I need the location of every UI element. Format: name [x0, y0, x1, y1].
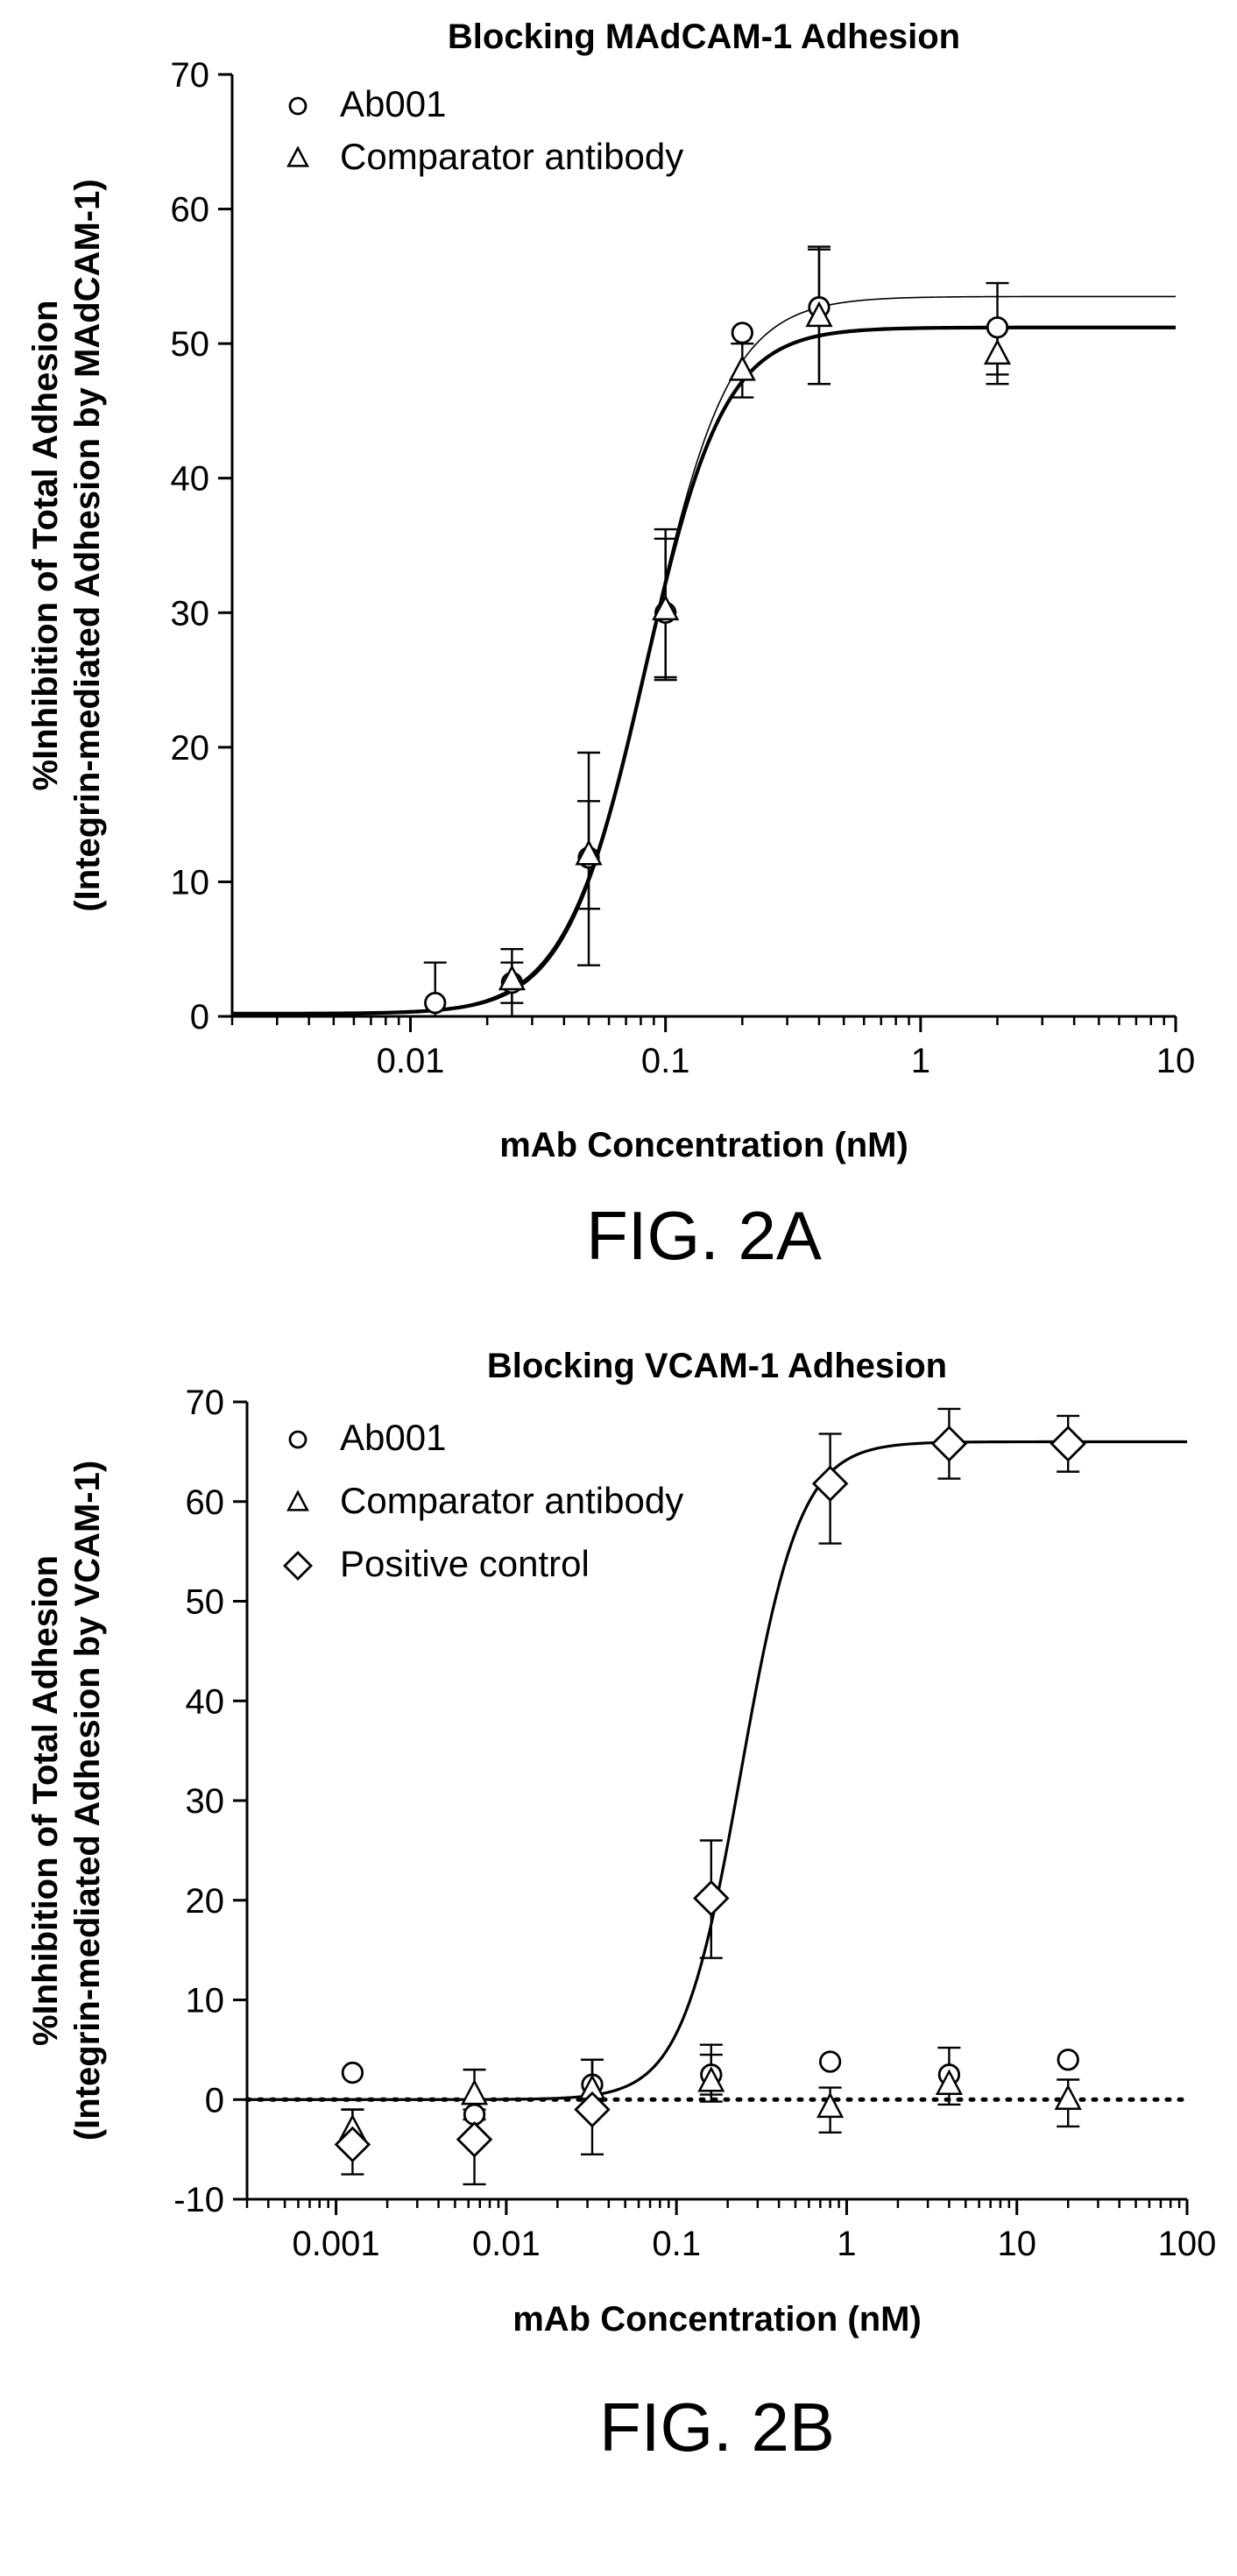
x-tick-label: 0.1: [652, 2225, 701, 2263]
legend-marker-circle: [288, 96, 307, 116]
x-tick-label: 1: [837, 2225, 856, 2263]
y-tick-label: 70: [186, 1384, 225, 1422]
data-point-triangle: [575, 839, 603, 866]
chart-title: Blocking VCAM-1 Adhesion: [487, 1347, 947, 1385]
data-point-triangle: [728, 355, 756, 381]
y-tick-label: 20: [186, 1882, 225, 1921]
x-tick-label: 1: [911, 1042, 930, 1080]
y-axis-label-line1: %Inhibition of Total Adhesion: [26, 301, 65, 791]
chart-madcam: Blocking MAdCAM-1 Adhesion mAb Concentrat…: [26, 18, 1195, 1274]
data-point-triangle: [652, 594, 680, 620]
legend-label: Comparator antibody: [340, 1480, 683, 1521]
x-tick-label: 0.001: [293, 2225, 380, 2263]
data-point-diamond: [811, 1465, 849, 1503]
x-axis-label: mAb Concentration (nM): [512, 2300, 922, 2339]
y-tick-label: 50: [171, 325, 210, 364]
x-axis-label: mAb Concentration (nM): [499, 1126, 908, 1164]
data-point-triangle: [460, 2078, 489, 2105]
data-point-triangle: [1054, 2084, 1082, 2110]
y-tick-label: 60: [186, 1483, 225, 1522]
x-tick-label: 10: [997, 2225, 1036, 2263]
y-axis-label-line2: (Integrin-mediated Adhesion by VCAM-1): [68, 1461, 107, 2141]
fit-curve-series-0: [231, 295, 1177, 1015]
data-point-circle: [424, 991, 447, 1015]
data-point-triangle: [983, 338, 1012, 365]
data-point-circle: [818, 2050, 842, 2073]
fit-curve-series-2: [247, 1440, 1187, 2101]
data-point-triangle: [697, 2066, 725, 2092]
y-tick-label: 10: [171, 863, 210, 902]
data-point-diamond: [456, 2121, 493, 2158]
data-point-diamond: [1050, 1426, 1086, 1462]
y-tick-label: 40: [171, 460, 210, 499]
data-point-circle: [986, 316, 1009, 339]
legend-label: Positive control: [340, 1543, 590, 1584]
y-tick-label: 70: [171, 56, 210, 95]
data-point-circle: [1057, 2049, 1079, 2071]
y-tick-label: 50: [186, 1583, 225, 1622]
x-tick-label: 10: [1156, 1042, 1196, 1080]
data-point-diamond: [693, 1879, 730, 1917]
figure-label: FIG. 2A: [586, 1197, 822, 1274]
legend-label: Ab001: [340, 83, 446, 124]
chart-vcam: Blocking VCAM-1 Adhesion mAb Concentratio…: [26, 1347, 1216, 2466]
y-tick-label: 30: [186, 1782, 225, 1821]
y-tick-label: 40: [186, 1682, 225, 1721]
legend-label: Ab001: [340, 1417, 446, 1458]
data-point-diamond: [574, 2091, 611, 2128]
legend-marker-circle: [288, 1430, 307, 1449]
legend-marker-diamond: [283, 1551, 313, 1581]
data-point-triangle: [935, 2069, 963, 2095]
y-tick-label: 0: [190, 998, 209, 1037]
y-axis-label-line1: %Inhibition of Total Adhesion: [26, 1555, 65, 2046]
data-point-circle: [731, 322, 753, 344]
chart-title: Blocking MAdCAM-1 Adhesion: [448, 18, 960, 56]
data-point-triangle: [816, 2091, 845, 2119]
x-tick-label: 0.1: [641, 1042, 690, 1080]
legend-marker-triangle: [286, 145, 309, 167]
legend-label: Comparator antibody: [340, 136, 683, 177]
fit-curve-series-1: [231, 325, 1176, 1016]
legend-marker-triangle: [286, 1490, 309, 1511]
figure-label: FIG. 2B: [599, 2388, 835, 2466]
x-tick-label: 0.01: [377, 1042, 445, 1080]
data-point-triangle: [805, 301, 833, 328]
data-point-diamond: [930, 1426, 968, 1462]
data-point-triangle: [498, 964, 526, 991]
data-point-diamond: [334, 2126, 371, 2163]
y-tick-label: 30: [171, 594, 210, 633]
y-tick-label: -10: [173, 2181, 224, 2219]
y-tick-label: 60: [171, 191, 210, 230]
y-tick-label: 0: [205, 2081, 224, 2120]
x-tick-label: 100: [1158, 2225, 1217, 2263]
y-tick-label: 20: [171, 729, 210, 768]
data-point-circle: [341, 2061, 364, 2084]
y-tick-label: 10: [186, 1982, 225, 2020]
y-axis-label-line2: (Integrin-mediated Adhesion by MAdCAM-1): [68, 179, 107, 911]
x-tick-label: 0.01: [472, 2225, 541, 2263]
